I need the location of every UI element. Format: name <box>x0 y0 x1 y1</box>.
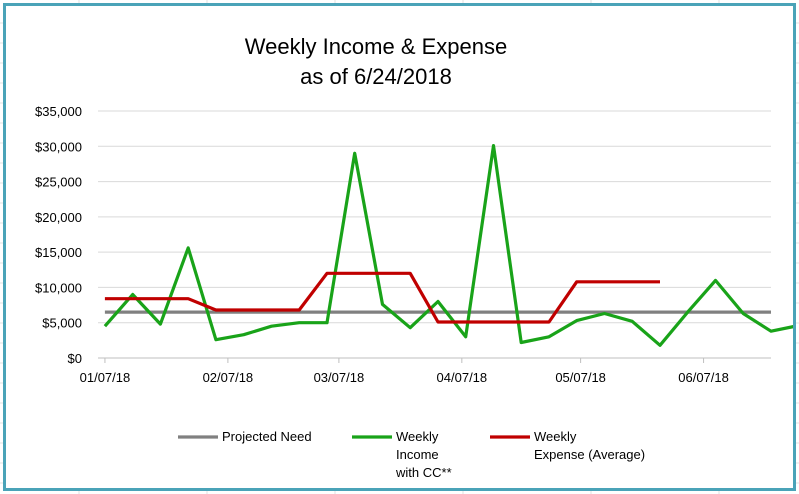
legend-label: Expense (Average) <box>534 447 645 462</box>
line-chart: Weekly Income & Expense as of 6/24/2018 … <box>35 34 793 480</box>
gridlines <box>98 110 771 363</box>
legend-item-2: Weekly Expense (Average) <box>490 429 645 462</box>
legend-label: Income <box>396 447 439 462</box>
y-tick-label: $25,000 <box>35 175 82 190</box>
x-axis-tick-labels: 01/07/18 02/07/18 03/07/18 04/07/18 05/07/18… <box>80 370 729 385</box>
x-tick-label: 05/07/18 <box>555 370 606 385</box>
y-tick-label: $30,000 <box>35 139 82 154</box>
y-tick-label: $10,000 <box>35 280 82 295</box>
series-lines <box>103 144 793 347</box>
x-tick-label: 02/07/18 <box>203 370 254 385</box>
legend-label: Projected Need <box>222 429 312 444</box>
legend-item-1: Weekly Income with CC** <box>352 429 452 480</box>
x-tick-label: 03/07/18 <box>314 370 365 385</box>
legend-label: with CC** <box>395 465 452 480</box>
chart-frame[interactable]: Weekly Income & Expense as of 6/24/2018 … <box>3 3 796 491</box>
chart-title-line-2: as of 6/24/2018 <box>300 64 452 89</box>
x-tick-label: 06/07/18 <box>678 370 729 385</box>
y-tick-label: $0 <box>68 351 82 366</box>
y-axis-tick-labels: $0 $5,000 $10,000 $15,000 $20,000 $25,000 $30,… <box>35 104 82 366</box>
x-tick-label: 04/07/18 <box>437 370 488 385</box>
y-tick-label: $35,000 <box>35 104 82 119</box>
legend-label: Weekly <box>396 429 439 444</box>
y-tick-label: $20,000 <box>35 210 82 225</box>
legend-label: Weekly <box>534 429 577 444</box>
y-tick-label: $15,000 <box>35 245 82 260</box>
x-tick-label: 01/07/18 <box>80 370 131 385</box>
series-line-2 <box>104 271 660 324</box>
y-tick-label: $5,000 <box>42 316 82 331</box>
series-line-1 <box>103 144 793 347</box>
chart-title-line-1: Weekly Income & Expense <box>245 34 508 59</box>
legend-item-0: Projected Need <box>178 429 312 444</box>
